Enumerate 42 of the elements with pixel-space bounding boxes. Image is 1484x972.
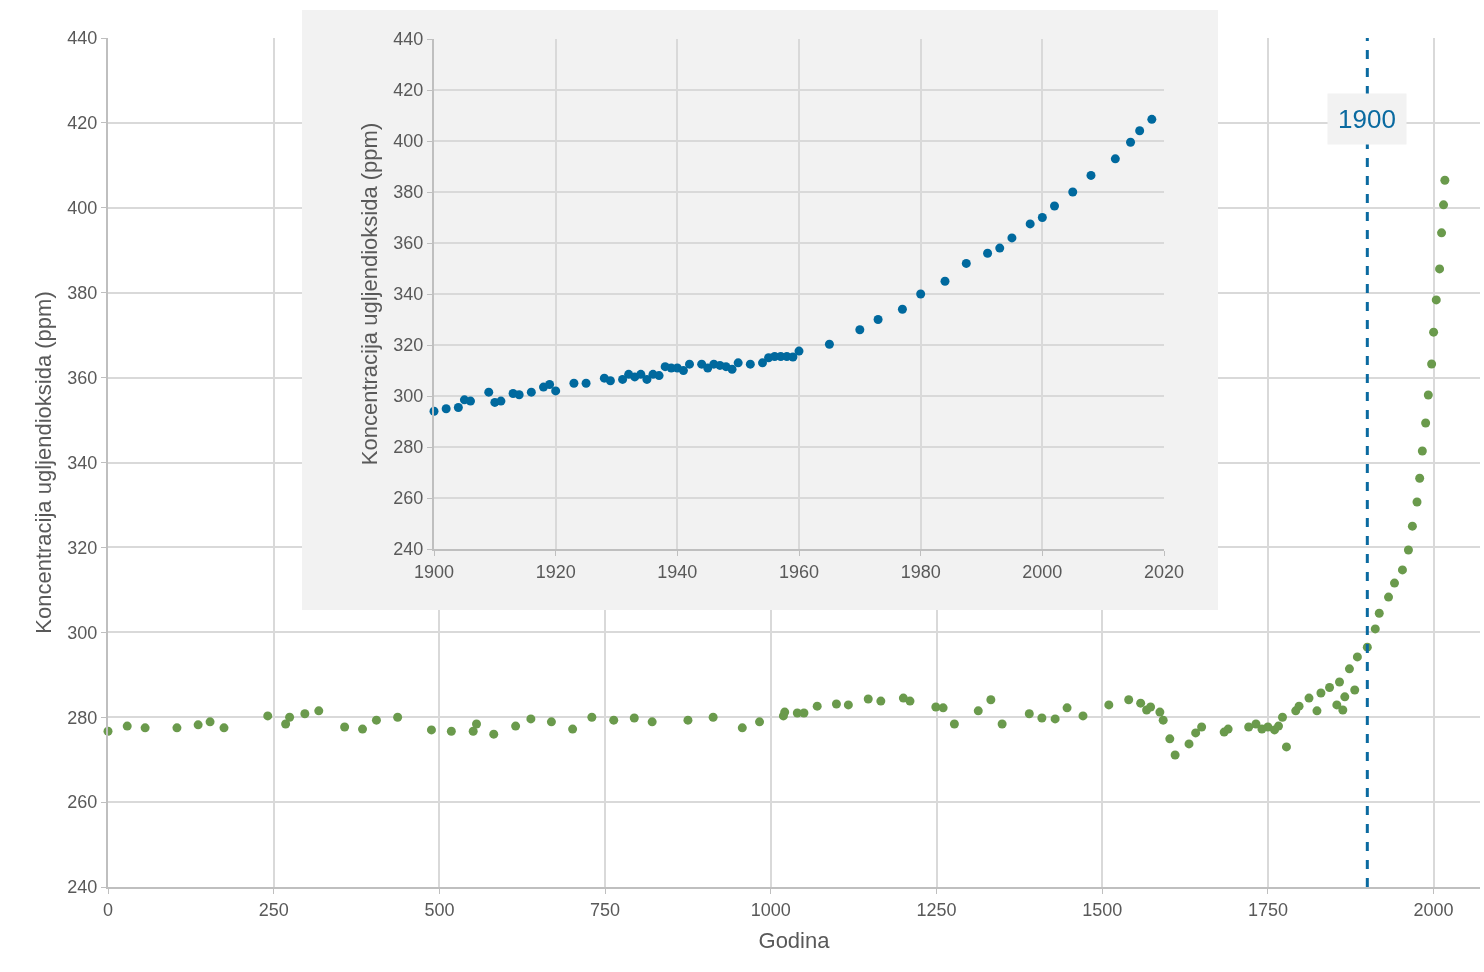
x-tick-label: 250 [258, 899, 289, 920]
y-tick-label: 380 [393, 182, 424, 203]
y-axis-title: Koncentracija ugljendioksida (ppm) [30, 291, 56, 634]
y-tick-label: 340 [67, 452, 98, 473]
y-tick-label: 340 [393, 284, 424, 305]
x-tick-label: 1920 [535, 561, 576, 582]
y-tick-label: 280 [393, 437, 424, 458]
y-tick-label: 420 [67, 113, 98, 134]
y-tick-label: 360 [67, 367, 98, 388]
x-tick-label: 1250 [916, 899, 957, 920]
x-tick-label: 1500 [1082, 899, 1123, 920]
y-tick-label: 300 [67, 622, 98, 643]
y-tick-label: 420 [393, 80, 424, 101]
x-tick-label: 0 [102, 899, 114, 920]
x-tick-label: 2020 [1143, 561, 1185, 582]
x-tick-label: 1750 [1247, 899, 1288, 920]
x-axis-title: Godina [758, 928, 831, 953]
x-tick-label: 500 [424, 899, 455, 920]
y-tick-label: 320 [67, 537, 98, 558]
y-tick-label: 240 [393, 539, 424, 560]
x-tick-label: 1960 [778, 561, 820, 582]
x-tick-label: 1980 [900, 561, 941, 582]
y-tick-label: 360 [393, 233, 424, 254]
x-tick-label: 2000 [1413, 899, 1454, 920]
x-tick-label: 1000 [750, 899, 791, 920]
y-tick-label: 280 [67, 707, 98, 728]
y-tick-label: 440 [393, 29, 424, 50]
y-tick-label: 260 [67, 792, 98, 813]
y-axis-title: Koncentracija ugljendioksida (ppm) [356, 122, 382, 466]
x-tick-label: 750 [590, 899, 621, 920]
x-tick-label: 1900 [413, 561, 455, 582]
x-tick-label: 1940 [657, 561, 698, 582]
y-tick-label: 400 [393, 131, 424, 152]
y-tick-label: 240 [67, 877, 98, 898]
x-tick-label: 2000 [1022, 561, 1063, 582]
y-tick-label: 400 [67, 198, 98, 219]
y-tick-label: 380 [67, 283, 98, 303]
y-tick-label: 440 [67, 28, 98, 49]
y-tick-label: 300 [393, 386, 424, 407]
y-tick-label: 320 [393, 335, 424, 356]
ref-line-label: 1900 [1338, 104, 1396, 134]
y-tick-label: 260 [393, 488, 424, 509]
